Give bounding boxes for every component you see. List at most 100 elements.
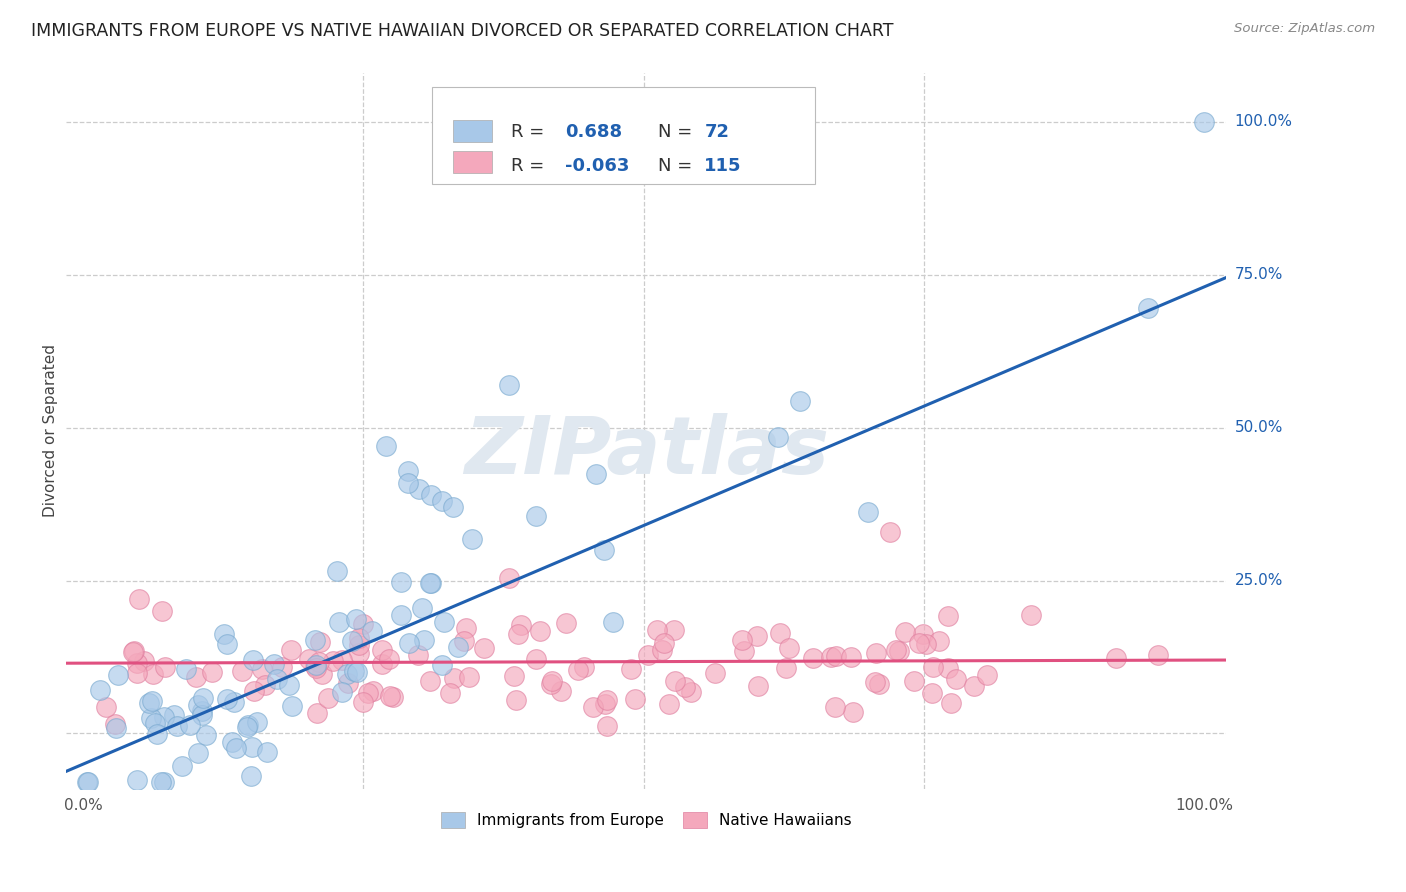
Point — [454, 621, 477, 635]
Point — [256, 745, 278, 759]
Point — [352, 695, 374, 709]
Text: 115: 115 — [704, 157, 742, 175]
Point — [236, 720, 259, 734]
Point — [585, 467, 607, 481]
Point — [304, 632, 326, 647]
FancyBboxPatch shape — [453, 152, 492, 173]
Point — [266, 672, 288, 686]
Point — [193, 690, 215, 705]
Point — [125, 665, 148, 680]
Point — [593, 697, 616, 711]
Point — [143, 716, 166, 731]
Point — [865, 646, 887, 660]
Point — [240, 740, 263, 755]
Point — [304, 659, 326, 673]
Point — [146, 726, 169, 740]
Point — [163, 708, 186, 723]
Point — [374, 439, 396, 453]
Point — [152, 709, 174, 723]
Text: IMMIGRANTS FROM EUROPE VS NATIVE HAWAIIAN DIVORCED OR SEPARATED CORRELATION CHAR: IMMIGRANTS FROM EUROPE VS NATIVE HAWAIIA… — [31, 22, 893, 40]
Text: N =: N = — [658, 123, 692, 141]
Point — [884, 643, 907, 657]
Point — [582, 700, 605, 714]
Y-axis label: Divorced or Separated: Divorced or Separated — [44, 344, 58, 517]
Point — [921, 660, 943, 674]
Point — [747, 680, 769, 694]
Point — [839, 650, 862, 665]
Point — [939, 696, 962, 710]
Point — [396, 475, 419, 490]
Point — [107, 668, 129, 682]
Point — [503, 669, 526, 683]
Point — [270, 660, 292, 674]
Point — [243, 683, 266, 698]
Point — [433, 615, 456, 630]
Point — [361, 683, 384, 698]
Point — [391, 575, 413, 590]
Point — [921, 686, 943, 700]
Point — [505, 693, 527, 707]
Point — [389, 608, 412, 623]
Point — [936, 609, 959, 624]
Point — [592, 543, 614, 558]
Point — [141, 693, 163, 707]
Point — [526, 508, 548, 523]
Point — [309, 635, 332, 649]
Point — [311, 667, 333, 681]
Point — [242, 653, 264, 667]
Point — [166, 719, 188, 733]
Point — [406, 648, 429, 663]
Point — [596, 692, 619, 706]
Point — [346, 665, 368, 679]
Point — [863, 675, 886, 690]
Text: R =: R = — [510, 157, 544, 175]
Point — [316, 691, 339, 706]
Point — [128, 591, 150, 606]
Point — [215, 636, 238, 650]
Point — [278, 678, 301, 692]
Point — [769, 625, 792, 640]
Point — [94, 700, 117, 714]
Point — [340, 633, 363, 648]
Point — [238, 717, 260, 731]
Point — [104, 721, 127, 735]
Point — [554, 616, 576, 631]
Point — [1104, 650, 1126, 665]
Point — [201, 665, 224, 679]
Point — [191, 704, 214, 718]
Point — [963, 679, 986, 693]
Point — [398, 635, 420, 649]
Point — [122, 645, 145, 659]
Point — [733, 644, 755, 658]
Point — [1136, 301, 1159, 315]
Point — [893, 624, 915, 639]
Point — [624, 691, 647, 706]
Point — [186, 670, 208, 684]
Point — [419, 673, 441, 688]
Point — [347, 631, 370, 645]
Point — [330, 653, 353, 667]
Point — [745, 629, 768, 643]
Text: 72: 72 — [704, 123, 730, 141]
Point — [322, 654, 344, 668]
Point — [254, 678, 277, 692]
Point — [602, 615, 624, 629]
Point — [179, 717, 201, 731]
Point — [498, 570, 520, 584]
Point — [789, 393, 811, 408]
Point — [430, 494, 453, 508]
Point — [652, 636, 675, 650]
Point — [222, 695, 245, 709]
Point — [371, 657, 394, 671]
Point — [801, 651, 824, 665]
Point — [572, 659, 595, 673]
Point — [441, 500, 464, 515]
Point — [217, 692, 239, 706]
Point — [240, 769, 263, 783]
Point — [1147, 648, 1170, 662]
Point — [328, 615, 350, 629]
Point — [138, 696, 160, 710]
Point — [305, 660, 328, 674]
Point — [419, 575, 441, 590]
Point — [460, 533, 482, 547]
